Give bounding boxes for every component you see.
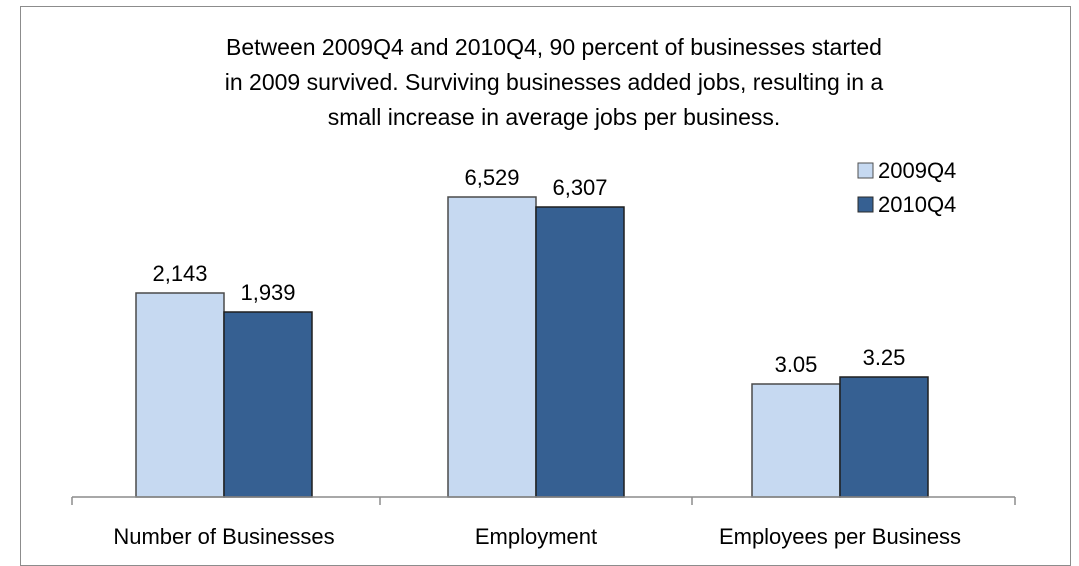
chart-title-line-2: in 2009 survived. Surviving businesses a… <box>225 69 884 95</box>
legend-label-2009q4: 2009Q4 <box>878 158 956 183</box>
chart-title: Between 2009Q4 and 2010Q4, 90 percent of… <box>225 34 884 130</box>
bar-employment-2010q4 <box>535 206 625 498</box>
chart-legend: 2009Q4 2010Q4 <box>857 158 956 217</box>
x-tick-label-employment: Employment <box>475 524 597 549</box>
x-tick-label-number-of-businesses: Number of Businesses <box>113 524 334 549</box>
x-axis: Number of Businesses Employment Employees … <box>71 496 1016 549</box>
bar-employees-per-business-2010q4 <box>839 376 929 498</box>
data-label-employment-2010q4: 6,307 <box>552 175 607 200</box>
data-labels: 2,143 1,939 6,529 6,307 3.05 3.25 <box>152 165 905 377</box>
bar-employees-per-business-2009q4 <box>751 383 841 498</box>
x-tick-label-employees-per-business: Employees per Business <box>719 524 961 549</box>
legend-label-2010q4: 2010Q4 <box>878 192 956 217</box>
bar-number-of-businesses-2010q4 <box>223 311 313 498</box>
legend-swatch-2009q4 <box>857 162 874 179</box>
data-label-employees-per-business-2009q4: 3.05 <box>775 352 818 377</box>
legend-swatch-2010q4 <box>857 196 874 213</box>
chart-title-line-1: Between 2009Q4 and 2010Q4, 90 percent of… <box>226 34 882 60</box>
data-label-employment-2009q4: 6,529 <box>464 165 519 190</box>
bar-series <box>135 196 929 498</box>
bar-number-of-businesses-2009q4 <box>135 292 225 498</box>
bar-employment-2009q4 <box>447 196 537 498</box>
data-label-number-of-businesses-2010q4: 1,939 <box>240 280 295 305</box>
data-label-number-of-businesses-2009q4: 2,143 <box>152 261 207 286</box>
chart-title-line-3: small increase in average jobs per busin… <box>328 104 781 130</box>
data-label-employees-per-business-2010q4: 3.25 <box>863 345 906 370</box>
